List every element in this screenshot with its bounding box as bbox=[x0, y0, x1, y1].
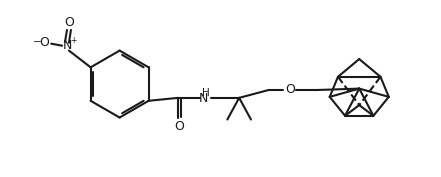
Text: O: O bbox=[64, 16, 74, 28]
Text: O: O bbox=[174, 120, 184, 133]
Text: N: N bbox=[62, 39, 72, 52]
Text: −: − bbox=[33, 37, 42, 47]
Text: O: O bbox=[39, 36, 49, 49]
Text: H: H bbox=[202, 88, 209, 98]
Text: N: N bbox=[199, 92, 209, 105]
Text: O: O bbox=[285, 84, 295, 96]
Text: +: + bbox=[70, 36, 76, 45]
